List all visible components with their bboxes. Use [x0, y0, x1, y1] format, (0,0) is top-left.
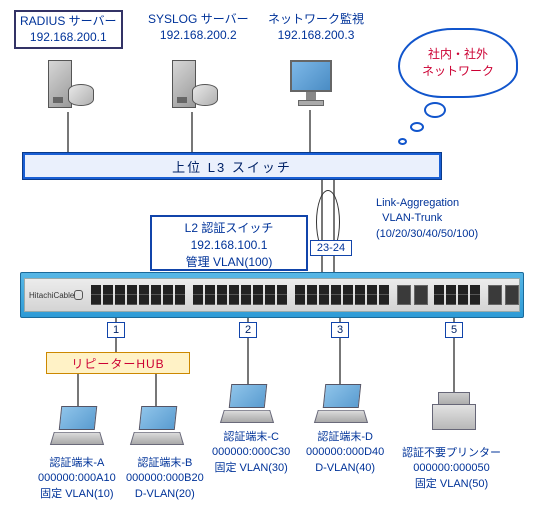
lag-title: Link-Aggregation — [376, 197, 459, 209]
terminal-c-icon — [218, 384, 278, 428]
terminal-c-label: 認証端末-C 000000:000C30 固定 VLAN(30) — [212, 430, 290, 476]
printer-vlan: 固定 VLAN(50) — [415, 478, 488, 490]
terminal-b-label: 認証端末-B 000000:000B20 D-VLAN(20) — [126, 456, 204, 502]
radius-ip: 192.168.200.1 — [30, 30, 107, 44]
radius-label: RADIUS サーバー 192.168.200.1 — [14, 10, 123, 49]
terminal-d-label: 認証端末-D 000000:000D40 D-VLAN(40) — [306, 430, 384, 476]
cloud-line2: ネットワーク — [422, 64, 494, 78]
port-1-num: 1 — [113, 324, 119, 336]
netmon-label: ネットワーク監視 192.168.200.3 — [268, 12, 364, 43]
l2-switch-box: L2 認証スイッチ 192.168.100.1 管理 VLAN(100) — [150, 215, 308, 271]
external-network-cloud: 社内・社外 ネットワーク — [398, 28, 518, 98]
switch-brand: HitachiCable — [29, 291, 74, 300]
term-c-name: 認証端末-C — [223, 431, 279, 443]
term-d-mac: 000000:000D40 — [306, 446, 384, 458]
netmon-title: ネットワーク監視 — [268, 12, 364, 26]
term-a-mac: 000000:000A10 — [38, 472, 116, 484]
sfp-bank-1 — [397, 285, 428, 305]
l3-switch: 上位 L3 スイッチ — [22, 152, 442, 180]
terminal-d-icon — [312, 384, 372, 428]
cloud-bubble-3 — [398, 138, 407, 145]
printer-label: 認証不要プリンター 000000:000050 固定 VLAN(50) — [402, 446, 501, 492]
port-2-box: 2 — [239, 322, 257, 338]
port-2-num: 2 — [245, 324, 251, 336]
hub-label: リピーターHUB — [71, 355, 164, 372]
port-5-num: 5 — [451, 324, 457, 336]
lag-ports-box: 23-24 — [310, 240, 352, 256]
port-bank-3 — [295, 285, 389, 305]
radius-title: RADIUS サーバー — [20, 14, 117, 28]
netmon-monitor-icon — [284, 58, 340, 110]
l3-label: 上位 L3 スイッチ — [172, 157, 292, 176]
cloud-bubble-1 — [424, 102, 446, 118]
terminal-a-icon — [48, 406, 108, 450]
term-c-vlan: 固定 VLAN(30) — [214, 462, 287, 474]
term-a-name: 認証端末-A — [49, 457, 104, 469]
port-bank-2 — [193, 285, 287, 305]
port-bank-4 — [434, 285, 480, 305]
syslog-server-icon — [164, 56, 220, 112]
netmon-ip: 192.168.200.3 — [278, 28, 355, 42]
printer-icon — [430, 392, 478, 434]
lag-trunk: VLAN-Trunk — [382, 212, 442, 224]
l2-label2: 管理 VLAN(100) — [186, 255, 273, 269]
terminal-a-label: 認証端末-A 000000:000A10 固定 VLAN(10) — [38, 456, 116, 502]
printer-name: 認証不要プリンター — [402, 447, 501, 459]
port-bank-1 — [91, 285, 185, 305]
port-3-num: 3 — [337, 324, 343, 336]
terminal-b-icon — [128, 406, 188, 450]
term-b-vlan: D-VLAN(20) — [135, 488, 195, 500]
repeater-hub: リピーターHUB — [46, 352, 190, 374]
port-1-box: 1 — [107, 322, 125, 338]
port-5-box: 5 — [445, 322, 463, 338]
term-d-name: 認証端末-D — [317, 431, 373, 443]
mgmt-port-icon — [74, 290, 83, 300]
l2-ip: 192.168.100.1 — [191, 238, 268, 252]
term-a-vlan: 固定 VLAN(10) — [40, 488, 113, 500]
term-b-mac: 000000:000B20 — [126, 472, 204, 484]
term-d-vlan: D-VLAN(40) — [315, 462, 375, 474]
lag-vlans: (10/20/30/40/50/100) — [376, 228, 478, 240]
syslog-label: SYSLOG サーバー 192.168.200.2 — [148, 12, 249, 43]
term-b-name: 認証端末-B — [137, 457, 192, 469]
syslog-title: SYSLOG サーバー — [148, 12, 249, 26]
syslog-ip: 192.168.200.2 — [160, 28, 237, 42]
cloud-line1: 社内・社外 — [428, 47, 488, 61]
lag-text: Link-Aggregation VLAN-Trunk (10/20/30/40… — [376, 196, 478, 242]
lag-ports: 23-24 — [317, 242, 345, 254]
l2-label1: L2 認証スイッチ — [185, 221, 274, 235]
term-c-mac: 000000:000C30 — [212, 446, 290, 458]
radius-server-icon — [40, 56, 96, 112]
cloud-bubble-2 — [410, 122, 424, 132]
sfp-bank-2 — [488, 285, 519, 305]
switch-faceplate: HitachiCable — [24, 278, 520, 312]
port-3-box: 3 — [331, 322, 349, 338]
printer-mac: 000000:000050 — [413, 462, 489, 474]
